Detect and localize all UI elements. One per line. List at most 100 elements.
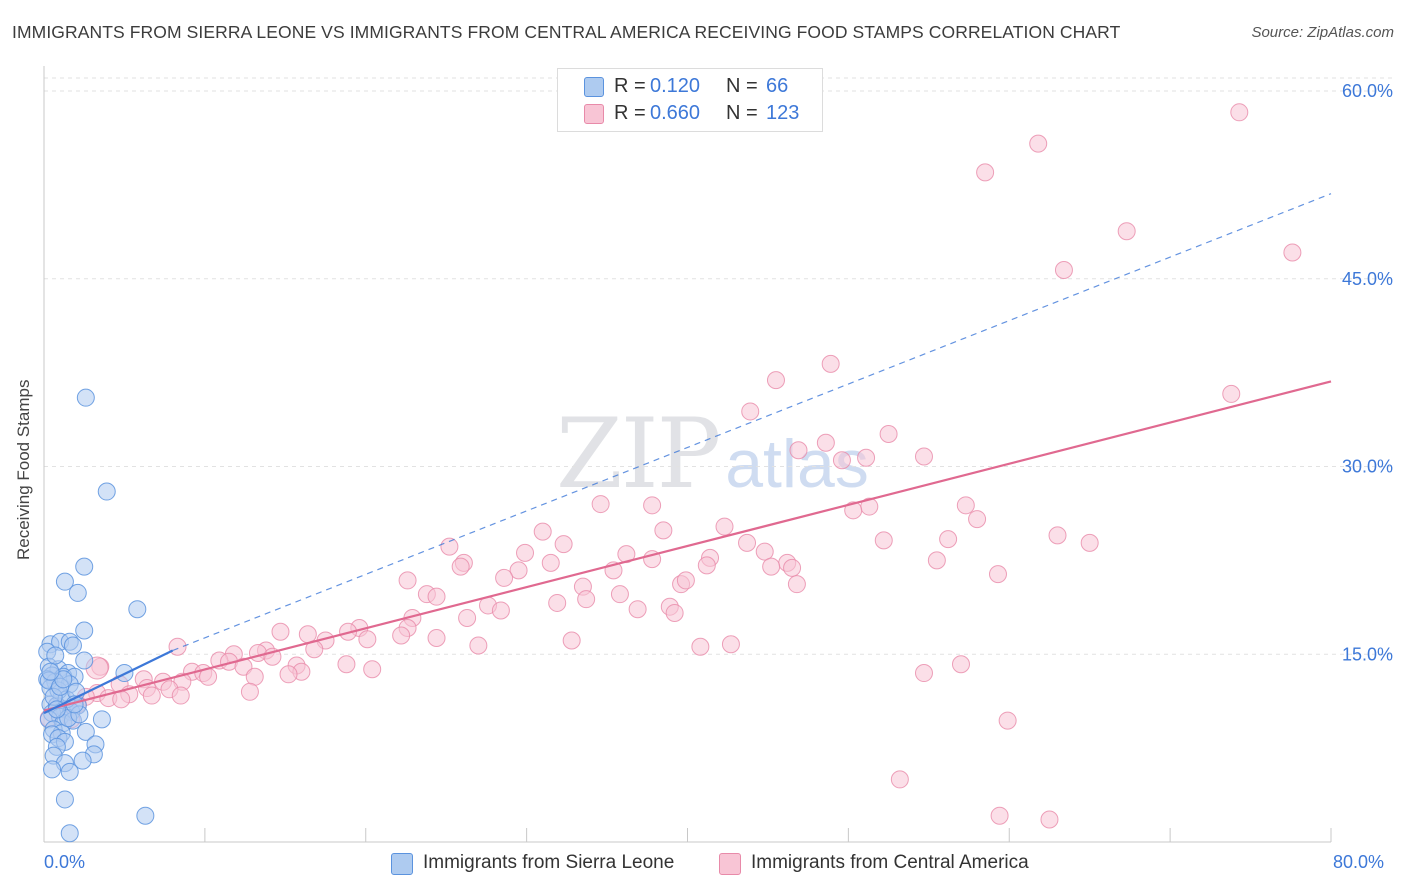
- central-america-point: [697, 556, 716, 575]
- central-america-point: [168, 637, 187, 656]
- sierra-leone-point: [43, 760, 62, 779]
- chart-title: IMMIGRANTS FROM SIERRA LEONE VS IMMIGRAN…: [12, 22, 1121, 42]
- central-america-point: [298, 625, 317, 644]
- central-america-point: [591, 495, 610, 514]
- central-america-point: [939, 530, 958, 549]
- central-america-point: [440, 537, 459, 556]
- central-america-point: [816, 433, 835, 452]
- sierra-leone-point: [128, 600, 147, 619]
- central-america-point: [234, 657, 253, 676]
- central-america-point: [789, 441, 808, 460]
- central-america-point: [643, 496, 662, 515]
- sierra-leone-point: [92, 710, 111, 729]
- r-value: 0.660: [650, 102, 701, 124]
- y-tick-label: 45.0%: [1342, 269, 1393, 289]
- central-america-point: [495, 568, 514, 587]
- central-america-point: [988, 565, 1007, 584]
- sierra-leone-points: [38, 388, 155, 843]
- axes: [43, 66, 1332, 843]
- central-america-point: [951, 655, 970, 674]
- watermark-zip: ZIP: [556, 398, 721, 510]
- central-america-point: [562, 631, 581, 650]
- central-america-point: [554, 535, 573, 554]
- n-label: N =: [726, 102, 758, 124]
- gridlines: [44, 77, 1392, 655]
- legend-label: Immigrants from Sierra Leone: [423, 852, 675, 873]
- sierra-leone-point: [63, 636, 82, 655]
- trend-lines: [43, 193, 1332, 715]
- y-tick-label: 15.0%: [1342, 644, 1393, 664]
- central-america-point: [363, 660, 382, 679]
- central-america-point: [914, 447, 933, 466]
- sierra-leone-point: [76, 388, 95, 407]
- central-america-point: [509, 561, 528, 580]
- r-value: 0.120: [650, 75, 701, 97]
- central-america-point: [392, 626, 411, 645]
- x-tick-label-min: 0.0%: [44, 852, 86, 872]
- sierra-leone-point: [68, 583, 87, 602]
- central-america-point: [1222, 384, 1241, 403]
- central-america-point: [990, 806, 1009, 825]
- sierra-leone-point: [97, 482, 116, 501]
- y-axis-label: Receiving Food Stamps: [14, 379, 33, 560]
- central-america-point: [927, 551, 946, 570]
- central-america-point: [956, 496, 975, 515]
- r-label: R =: [614, 102, 646, 124]
- central-america-point: [427, 628, 446, 647]
- central-america-point: [879, 424, 898, 443]
- sierra-leone-point: [75, 651, 94, 670]
- central-america-point: [755, 542, 774, 561]
- sierra-leone-trend-extension: [172, 193, 1332, 652]
- central-america-point: [1080, 533, 1099, 552]
- central-america-point: [691, 637, 710, 656]
- central-america-point: [1048, 526, 1067, 545]
- pink-swatch-icon: [584, 104, 604, 124]
- blue-swatch-icon: [584, 77, 604, 97]
- central-america-points: [39, 103, 1302, 829]
- sierra-leone-point: [75, 557, 94, 576]
- central-america-point: [358, 630, 377, 649]
- sierra-leone-point: [60, 824, 79, 843]
- central-america-point: [741, 402, 760, 421]
- sierra-leone-point: [60, 762, 79, 781]
- central-america-point: [271, 622, 290, 641]
- central-america-point: [245, 667, 264, 686]
- sierra-leone-point: [55, 572, 74, 591]
- central-america-point: [577, 590, 596, 609]
- central-america-point: [451, 557, 470, 576]
- central-america-point: [890, 770, 909, 789]
- central-america-point: [998, 711, 1017, 730]
- central-america-point: [654, 521, 673, 540]
- central-america-point: [548, 593, 567, 612]
- sierra-leone-point: [73, 751, 92, 770]
- central-america-point: [1117, 222, 1136, 241]
- central-america-point: [1283, 243, 1302, 262]
- central-america-point: [516, 543, 535, 562]
- source-credit[interactable]: Source: ZipAtlas.com: [1251, 24, 1394, 41]
- central-america-point: [874, 531, 893, 550]
- x-tick-label-max: 80.0%: [1333, 852, 1385, 872]
- central-america-point: [676, 571, 695, 590]
- sierra-leone-point: [55, 790, 74, 809]
- central-america-point: [832, 451, 851, 470]
- y-tick-label: 30.0%: [1342, 457, 1393, 477]
- sierra-leone-point: [41, 662, 60, 681]
- central-america-point: [787, 575, 806, 594]
- pink-swatch-icon: [719, 853, 741, 875]
- central-america-point: [398, 571, 417, 590]
- central-america-point: [427, 587, 446, 606]
- central-america-point: [665, 603, 684, 622]
- central-america-point: [533, 522, 552, 541]
- central-america-trend-line: [43, 380, 1332, 712]
- correlation-legend: R = 0.120 N = 66 R = 0.660 N = 123: [557, 68, 823, 132]
- central-america-point: [240, 682, 259, 701]
- central-america-point: [968, 510, 987, 529]
- blue-swatch-icon: [391, 853, 413, 875]
- central-america-point: [738, 533, 757, 552]
- central-america-point: [337, 655, 356, 674]
- central-america-point: [766, 371, 785, 390]
- central-america-point: [628, 600, 647, 619]
- legend-label: Immigrants from Central America: [751, 852, 1029, 873]
- sierra-leone-point: [75, 621, 94, 640]
